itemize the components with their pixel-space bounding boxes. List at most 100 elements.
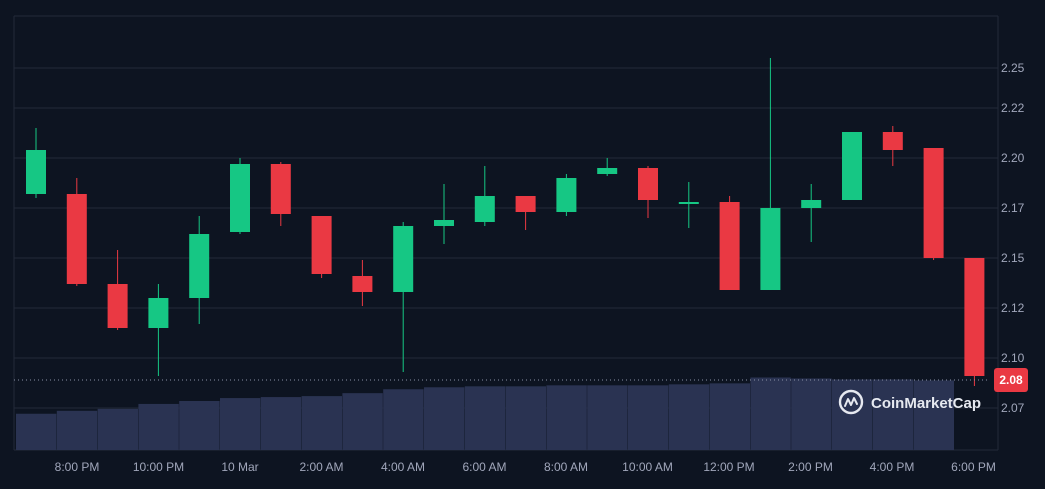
candle-body [719,202,740,290]
candle [923,148,944,260]
volume-bar [546,385,587,450]
y-tick-label: 2.15 [1001,251,1025,265]
candle-body [474,196,495,222]
y-tick-label: 2.22 [1001,101,1025,115]
coinmarketcap-logo-mark [844,397,858,407]
candle [107,250,128,330]
x-tick-label: 10 Mar [221,460,258,474]
y-tick-label: 2.12 [1001,301,1025,315]
candle [638,166,658,218]
candle [189,216,210,324]
candle-body [393,226,414,292]
candle [597,158,618,176]
axes: 2.25 2.22 2.20 2.17 2.15 2.12 2.10 2.07 8:00 PM 1… [14,61,1028,474]
candle-body [882,132,903,150]
x-tick-label: 4:00 PM [870,460,915,474]
grid [13,15,999,451]
candle-body [964,258,985,376]
y-tick-label: 2.07 [1001,401,1025,415]
candle-body [515,196,536,212]
candle-body [760,208,781,290]
candle-body [26,150,46,194]
x-tick-label: 10:00 AM [622,460,673,474]
x-tick-label: 2:00 PM [788,460,833,474]
y-tick-label: 2.20 [1001,151,1025,165]
candle [474,166,495,226]
x-tick-label: 4:00 AM [381,460,425,474]
candle [66,178,87,286]
volume-bar [913,380,954,450]
x-tick-label: 12:00 PM [703,460,754,474]
candle [393,222,414,372]
last-price-badge [994,368,1028,392]
candle-body [801,200,822,208]
candle-body [556,178,577,212]
candle-body [597,168,618,174]
candle [719,196,740,290]
volume-bar [628,385,669,450]
volume-bar [464,386,506,450]
candle [964,258,985,386]
last-price-label: 2.08 [999,373,1023,387]
candle [678,182,699,228]
x-tick-label: 6:00 PM [951,460,996,474]
candle-body [923,148,944,258]
volume-bar [97,408,138,450]
x-tick-label: 2:00 AM [299,460,343,474]
volume-bar [383,389,424,450]
y-tick-label: 2.10 [1001,351,1025,365]
volume-bar [179,401,220,450]
candle-body [678,202,699,204]
candle [270,162,291,226]
volume-bar [342,393,383,450]
candle [26,128,46,198]
x-tick-label: 10:00 PM [133,460,184,474]
volume-bar [587,385,628,450]
coinmarketcap-logo-icon [838,389,864,415]
candle [556,174,577,216]
y-tick-label: 2.17 [1001,201,1025,215]
candle [434,184,454,244]
volume-bar [260,397,302,450]
x-tick-label: 8:00 AM [544,460,588,474]
x-tick-label: 8:00 PM [55,460,100,474]
candle [230,158,250,234]
candle-body [107,284,128,328]
candle-body [842,132,862,200]
candle [515,196,536,230]
brand-name: CoinMarketCap [871,395,981,412]
candle [352,260,373,306]
candle [311,216,332,278]
candle-body [434,220,454,226]
candle [148,284,169,376]
candle [882,126,903,166]
candle-body [638,168,658,200]
volume-bar [750,377,791,450]
volume-bars [16,377,954,450]
volume-bar [505,386,546,450]
volume-bar [16,413,57,450]
candles [26,58,985,386]
candle-body [311,216,332,274]
volume-bar [138,403,179,450]
candle-body [230,164,250,232]
volume-bar [791,378,832,450]
candle [801,184,822,242]
candle [842,132,862,200]
candle [760,58,781,290]
volume-bar [301,396,342,450]
candle-body [148,298,169,328]
volume-bar [872,379,914,450]
volume-bar [668,384,710,450]
volume-bar [220,398,261,450]
y-tick-label: 2.25 [1001,61,1025,75]
x-tick-label: 6:00 AM [462,460,506,474]
candle-body [66,194,87,284]
volume-bar [424,387,465,450]
coinmarketcap-logo: CoinMarketCap [838,389,981,415]
volume-bar [56,410,98,450]
candle-body [189,234,210,298]
candle-body [270,164,291,214]
